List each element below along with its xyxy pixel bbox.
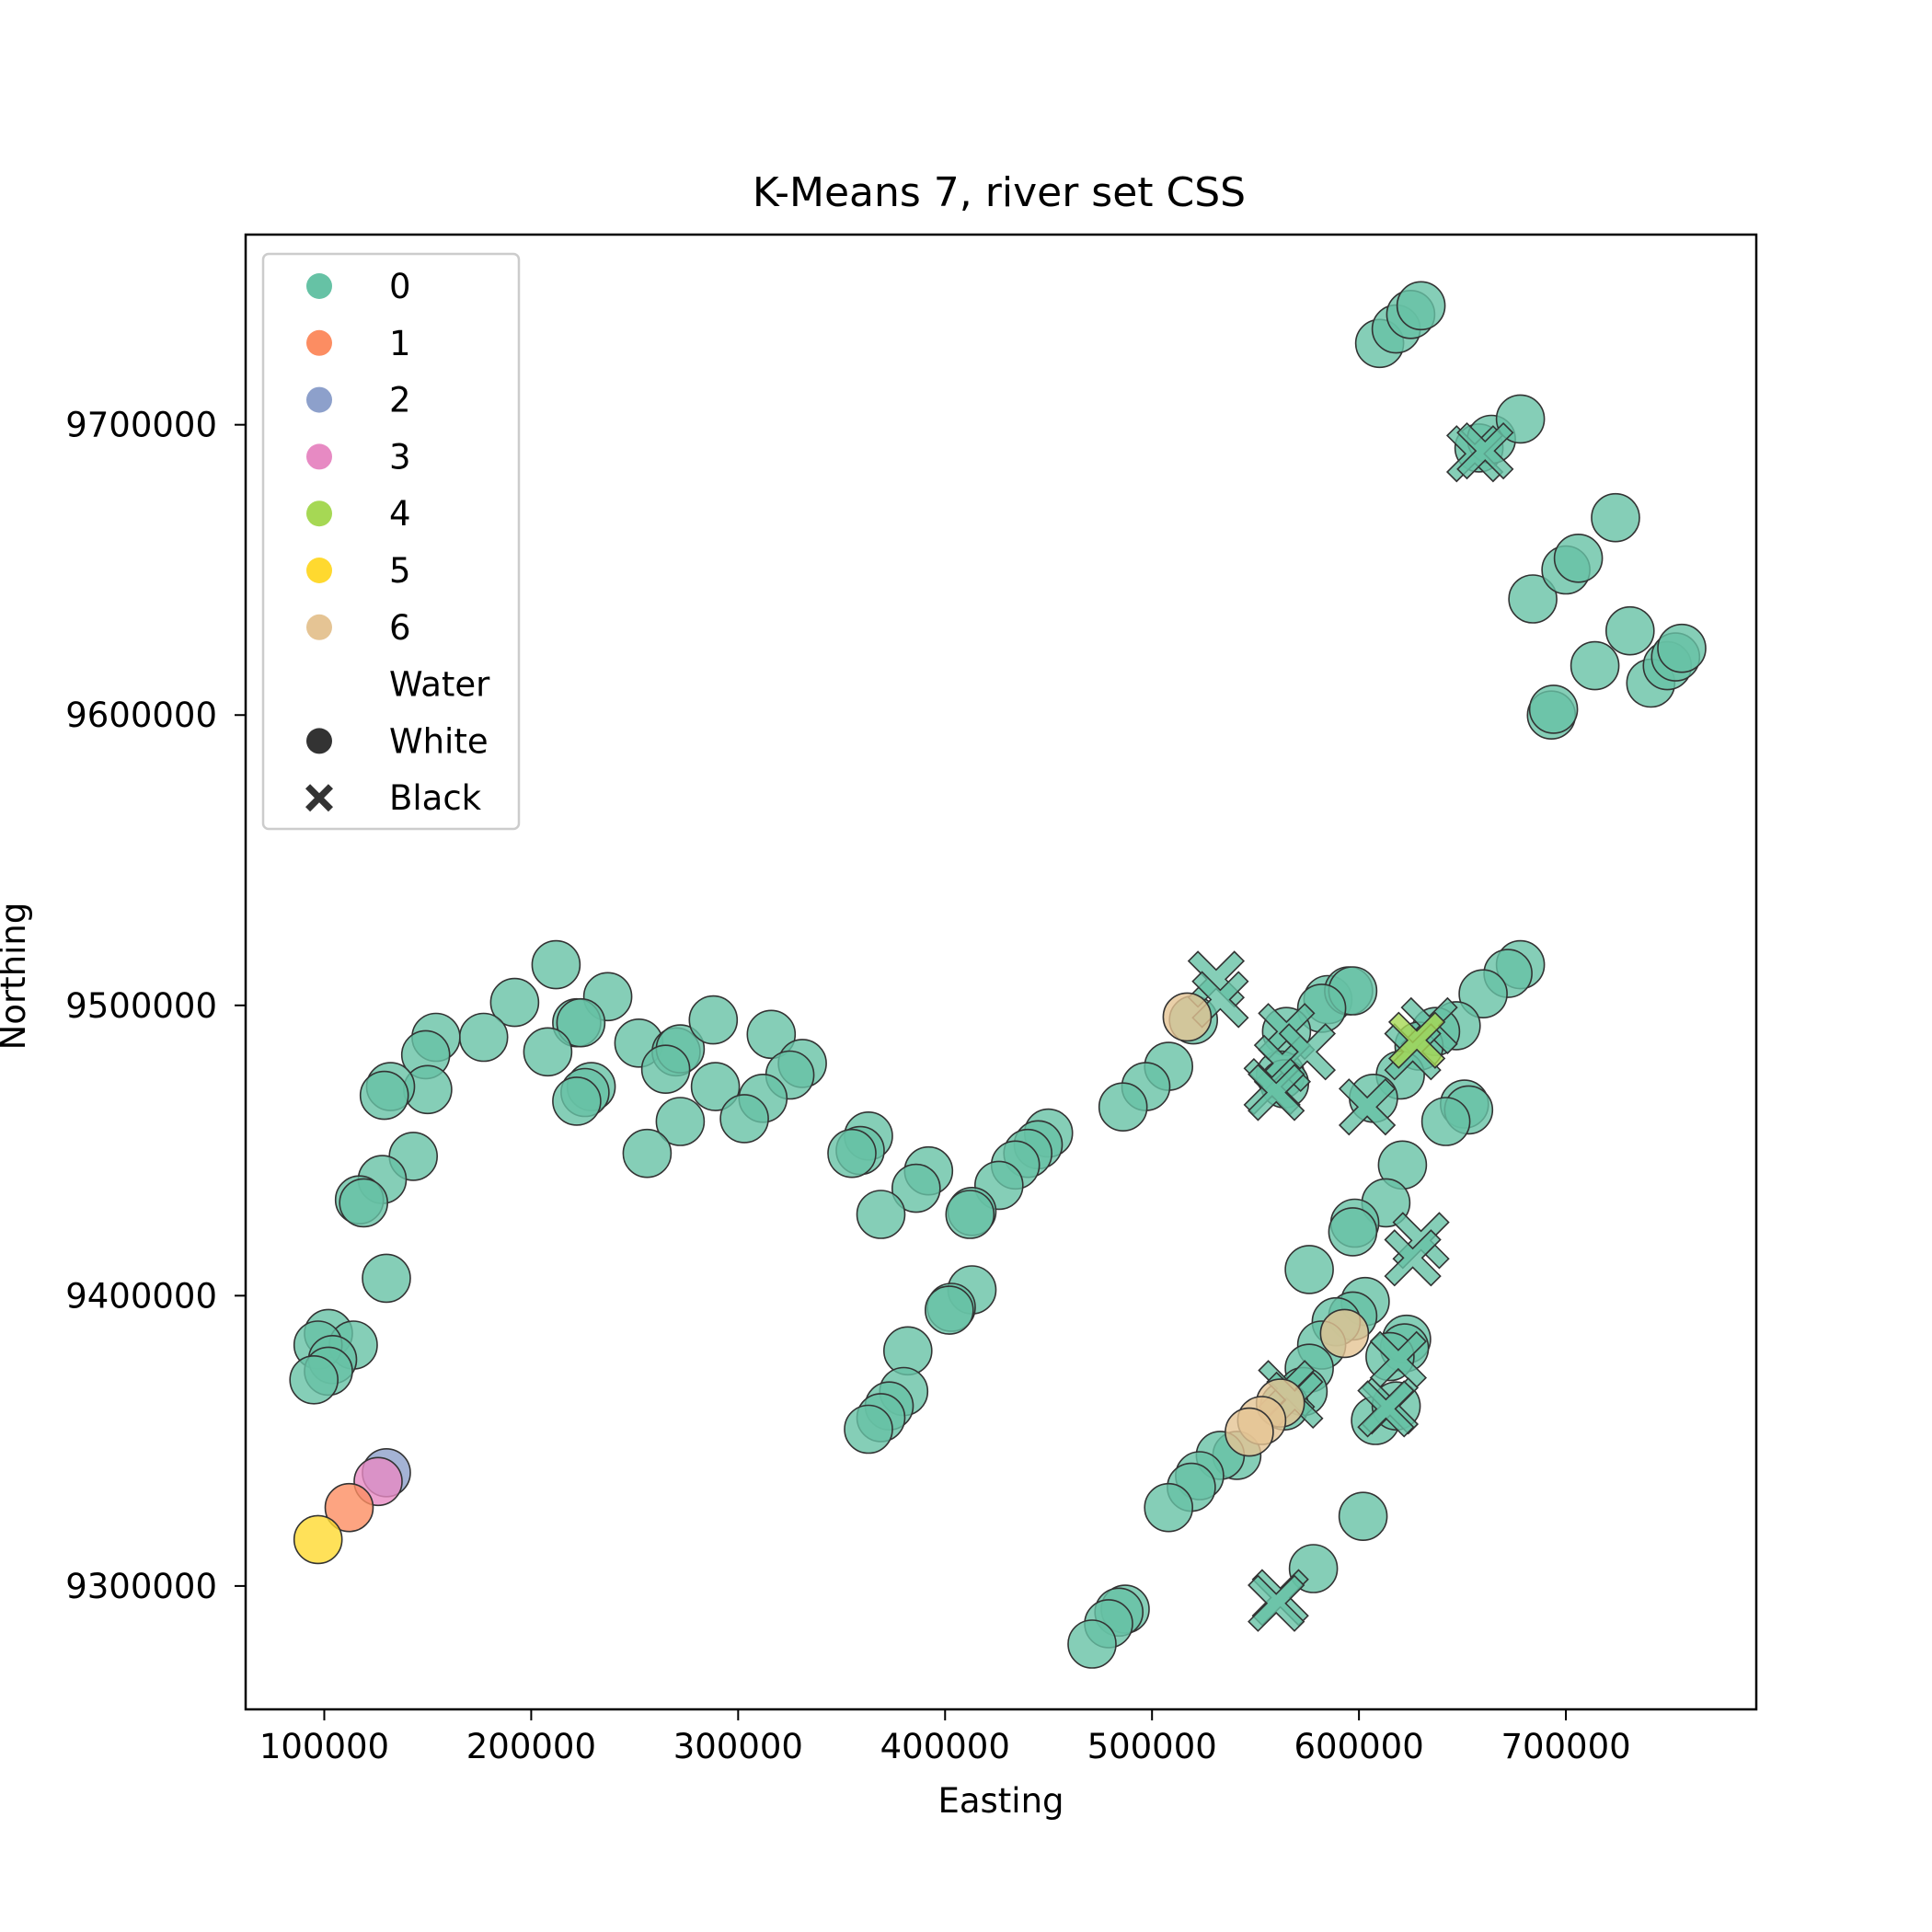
legend-label: 5 [389,551,411,591]
data-point [289,1355,339,1405]
legend-marker [306,329,332,356]
data-point [844,1404,893,1455]
x-axis-label: Easting [937,1781,1064,1821]
x-tick-label: 700000 [1501,1727,1630,1766]
y-tick-label: 9600000 [65,696,217,735]
y-tick-label: 9400000 [65,1276,217,1316]
legend-label: 6 [389,608,411,648]
legend-marker [306,728,332,754]
data-point [1528,684,1579,734]
data-point [719,1094,769,1144]
data-point [640,1044,691,1094]
data-point [489,977,540,1028]
data-point [1357,1380,1415,1438]
data-point [1458,969,1508,1018]
y-axis: 9300000 9400000 9500000 9600000 9700000 [65,406,246,1606]
data-point [1553,533,1604,583]
data-point [827,1128,877,1179]
legend-label: 4 [389,494,411,534]
data-point [1098,1082,1148,1132]
data-point [746,1009,797,1060]
legend-label: White [389,721,489,761]
data-point [622,1128,673,1179]
data-point [1144,1482,1193,1533]
data-point [293,1514,343,1565]
data-point [1248,1574,1305,1632]
x-axis: 100000 200000 300000 400000 500000 600000 7000… [259,1709,1631,1766]
data-point [1225,1407,1274,1457]
data-point [339,1178,389,1228]
data-point [1328,1207,1378,1257]
x-tick-label: 500000 [1087,1727,1217,1766]
data-point [1387,1011,1446,1069]
data-point [1338,1078,1397,1136]
y-tick-label: 9500000 [65,986,217,1026]
data-point [1284,1245,1334,1294]
data-point [1369,1330,1428,1388]
data-point [1456,421,1514,480]
legend-label: 0 [389,267,411,306]
data-point [1248,1064,1305,1121]
data-point [945,1190,995,1239]
data-point [1420,1097,1471,1146]
data-point [552,1076,602,1126]
data-point [925,1285,974,1335]
data-point [891,1163,941,1213]
legend-marker [306,273,332,299]
legend-marker [306,443,332,470]
legend-label: Black [389,778,482,818]
y-axis-label: Northing [0,903,33,1051]
x-tick-label: 100000 [259,1727,389,1766]
data-point [523,1027,573,1077]
data-point [324,1482,374,1533]
data-point [362,1253,411,1304]
legend-marker [306,558,332,583]
data-point [531,939,581,990]
x-tick-label: 400000 [880,1727,1010,1766]
data-point [359,1070,409,1121]
legend: 0 1 2 3 4 5 6 Water White Black [261,252,521,831]
data-point [1508,574,1558,624]
data-point [1591,492,1640,543]
points-layer [289,281,1707,1669]
plot-frame [244,233,1758,1711]
data-point [655,1097,706,1146]
data-point [1162,992,1213,1042]
x-tick-label: 200000 [466,1727,596,1766]
data-point [688,995,739,1045]
chart-title: K-Means 7, river set CSS [753,169,1246,216]
legend-marker [306,500,332,527]
data-point [1319,1308,1370,1359]
legend-label: 3 [389,437,411,477]
y-tick-label: 9700000 [65,406,217,445]
data-point [1657,623,1707,673]
data-point [1338,1491,1388,1541]
data-point [856,1190,906,1239]
data-point [1067,1619,1117,1669]
data-point [1384,1229,1442,1287]
data-point [690,1062,741,1111]
data-point [1605,605,1655,656]
legend-label: 2 [389,381,411,420]
x-tick-label: 600000 [1294,1727,1424,1766]
legend-marker [306,614,332,640]
legend-style-title: Water [389,665,490,705]
data-point [458,1012,509,1063]
data-point [1570,640,1620,691]
x-tick-label: 300000 [673,1727,803,1766]
y-tick-label: 9300000 [65,1567,217,1606]
legend-label: 1 [389,324,411,363]
data-point [556,997,606,1048]
legend-marker [306,386,332,413]
data-point [1396,281,1446,331]
legend-marker [305,784,333,812]
